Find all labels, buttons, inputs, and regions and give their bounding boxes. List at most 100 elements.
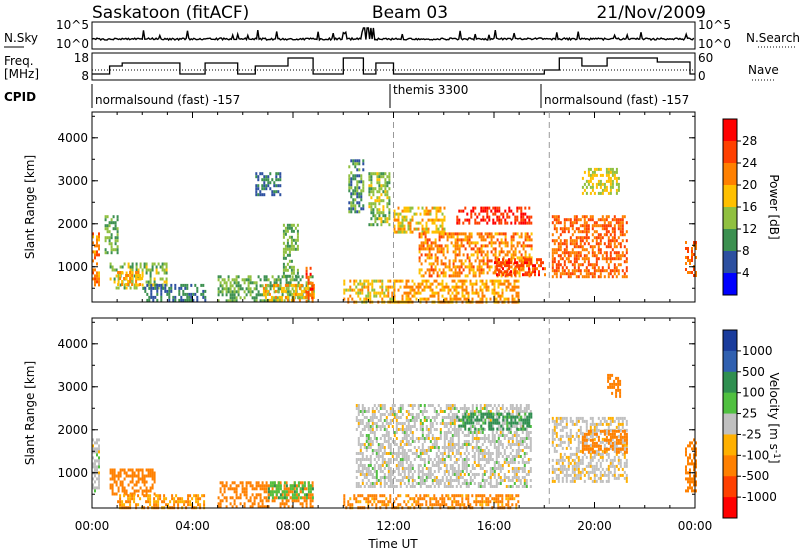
heatmap-cell bbox=[415, 494, 418, 498]
heatmap-cell bbox=[399, 428, 402, 431]
heatmap-cell bbox=[451, 437, 454, 440]
heatmap-cell bbox=[389, 497, 392, 501]
heatmap-cell bbox=[235, 296, 238, 300]
heatmap-cell bbox=[189, 500, 192, 504]
heatmap-cell bbox=[376, 181, 379, 185]
heatmap-cell bbox=[151, 262, 154, 266]
heatmap-cell bbox=[294, 292, 297, 296]
heatmap-cell bbox=[486, 209, 489, 213]
heatmap-cell bbox=[511, 288, 514, 292]
heatmap-cell bbox=[493, 434, 496, 437]
heatmap-cell bbox=[425, 209, 428, 213]
heatmap-cell bbox=[431, 404, 434, 407]
heatmap-cell bbox=[371, 282, 374, 286]
heatmap-cell bbox=[463, 288, 466, 292]
heatmap-cell bbox=[143, 262, 146, 266]
heatmap-cell bbox=[363, 446, 366, 449]
heatmap-cell bbox=[595, 185, 598, 189]
heatmap-cell bbox=[119, 277, 122, 280]
heatmap-cell bbox=[419, 470, 422, 473]
heatmap-cell bbox=[427, 473, 430, 476]
heatmap-cell bbox=[435, 476, 438, 479]
heatmap-cell bbox=[504, 218, 507, 222]
heatmap-cell bbox=[466, 256, 469, 260]
heatmap-cell bbox=[475, 473, 478, 476]
heatmap-cell bbox=[581, 185, 584, 189]
heatmap-cell bbox=[157, 500, 160, 504]
heatmap-cell bbox=[498, 209, 501, 213]
heatmap-cell bbox=[615, 170, 618, 174]
heatmap-cell bbox=[581, 230, 584, 234]
heatmap-cell bbox=[172, 298, 175, 302]
heatmap-cell bbox=[496, 273, 498, 277]
heatmap-cell bbox=[245, 496, 248, 500]
heatmap-cell bbox=[540, 261, 542, 265]
heatmap-cell bbox=[567, 257, 570, 261]
heatmap-cell bbox=[625, 260, 628, 264]
heatmap-cell bbox=[417, 288, 420, 292]
heatmap-cell bbox=[427, 209, 430, 213]
heatmap-cell bbox=[470, 235, 473, 239]
heatmap-cell bbox=[453, 500, 456, 504]
heatmap-cell bbox=[125, 277, 128, 280]
heatmap-cell bbox=[528, 218, 531, 222]
heatmap-cell bbox=[380, 187, 383, 191]
heatmap-cell bbox=[401, 425, 404, 428]
heatmap-cell bbox=[359, 419, 362, 422]
heatmap-cell bbox=[593, 251, 596, 255]
heatmap-cell bbox=[443, 230, 446, 234]
heatmap-cell bbox=[439, 431, 442, 434]
heatmap-cell bbox=[289, 487, 292, 491]
heatmap-cell bbox=[243, 290, 246, 294]
heatmap-cell bbox=[417, 473, 420, 476]
heatmap-cell bbox=[378, 190, 381, 194]
heatmap-cell bbox=[513, 476, 516, 479]
heatmap-cell bbox=[380, 184, 383, 188]
heatmap-cell bbox=[352, 162, 355, 166]
heatmap-cell bbox=[481, 288, 484, 292]
heatmap-cell bbox=[515, 434, 518, 437]
heatmap-cell bbox=[487, 288, 490, 292]
heatmap-cell bbox=[293, 493, 296, 497]
heatmap-cell bbox=[477, 485, 480, 488]
heatmap-cell bbox=[563, 230, 566, 234]
heatmap-cell bbox=[613, 242, 616, 246]
heatmap-cell bbox=[384, 178, 387, 182]
heatmap-cell bbox=[403, 470, 406, 473]
heatmap-cell bbox=[524, 212, 527, 216]
heatmap-cell bbox=[225, 481, 228, 485]
heatmap-cell bbox=[461, 294, 464, 298]
heatmap-cell bbox=[361, 413, 364, 416]
heatmap-cell bbox=[589, 215, 592, 219]
heatmap-cell bbox=[433, 294, 436, 298]
heatmap-cell bbox=[421, 218, 424, 222]
heatmap-cell bbox=[373, 485, 376, 488]
heatmap-cell bbox=[403, 218, 406, 222]
heatmap-cell bbox=[187, 494, 190, 498]
heatmap-cell bbox=[393, 440, 396, 443]
heatmap-cell bbox=[466, 274, 469, 278]
heatmap-cell bbox=[375, 461, 378, 464]
heatmap-cell bbox=[249, 281, 252, 285]
heatmap-cell bbox=[495, 416, 498, 419]
heatmap-cell bbox=[437, 294, 440, 298]
heatmap-cell bbox=[145, 489, 148, 493]
heatmap-cell bbox=[511, 494, 514, 498]
heatmap-cell bbox=[388, 199, 391, 203]
heatmap-cell bbox=[357, 291, 360, 295]
heatmap-cell bbox=[491, 288, 494, 292]
heatmap-cell bbox=[505, 279, 508, 283]
heatmap-cell bbox=[459, 485, 462, 488]
heatmap-cell bbox=[343, 288, 346, 292]
heatmap-cell bbox=[485, 407, 488, 410]
heatmap-cell bbox=[479, 485, 482, 488]
heatmap-cell bbox=[371, 422, 374, 425]
heatmap-cell bbox=[436, 259, 439, 263]
heatmap-cell bbox=[407, 224, 410, 228]
heatmap-cell bbox=[583, 275, 586, 279]
heatmap-cell bbox=[482, 259, 485, 263]
heatmap-cell bbox=[486, 253, 489, 257]
heatmap-cell bbox=[235, 299, 238, 303]
heatmap-cell bbox=[615, 218, 618, 222]
heatmap-cell bbox=[371, 485, 374, 488]
